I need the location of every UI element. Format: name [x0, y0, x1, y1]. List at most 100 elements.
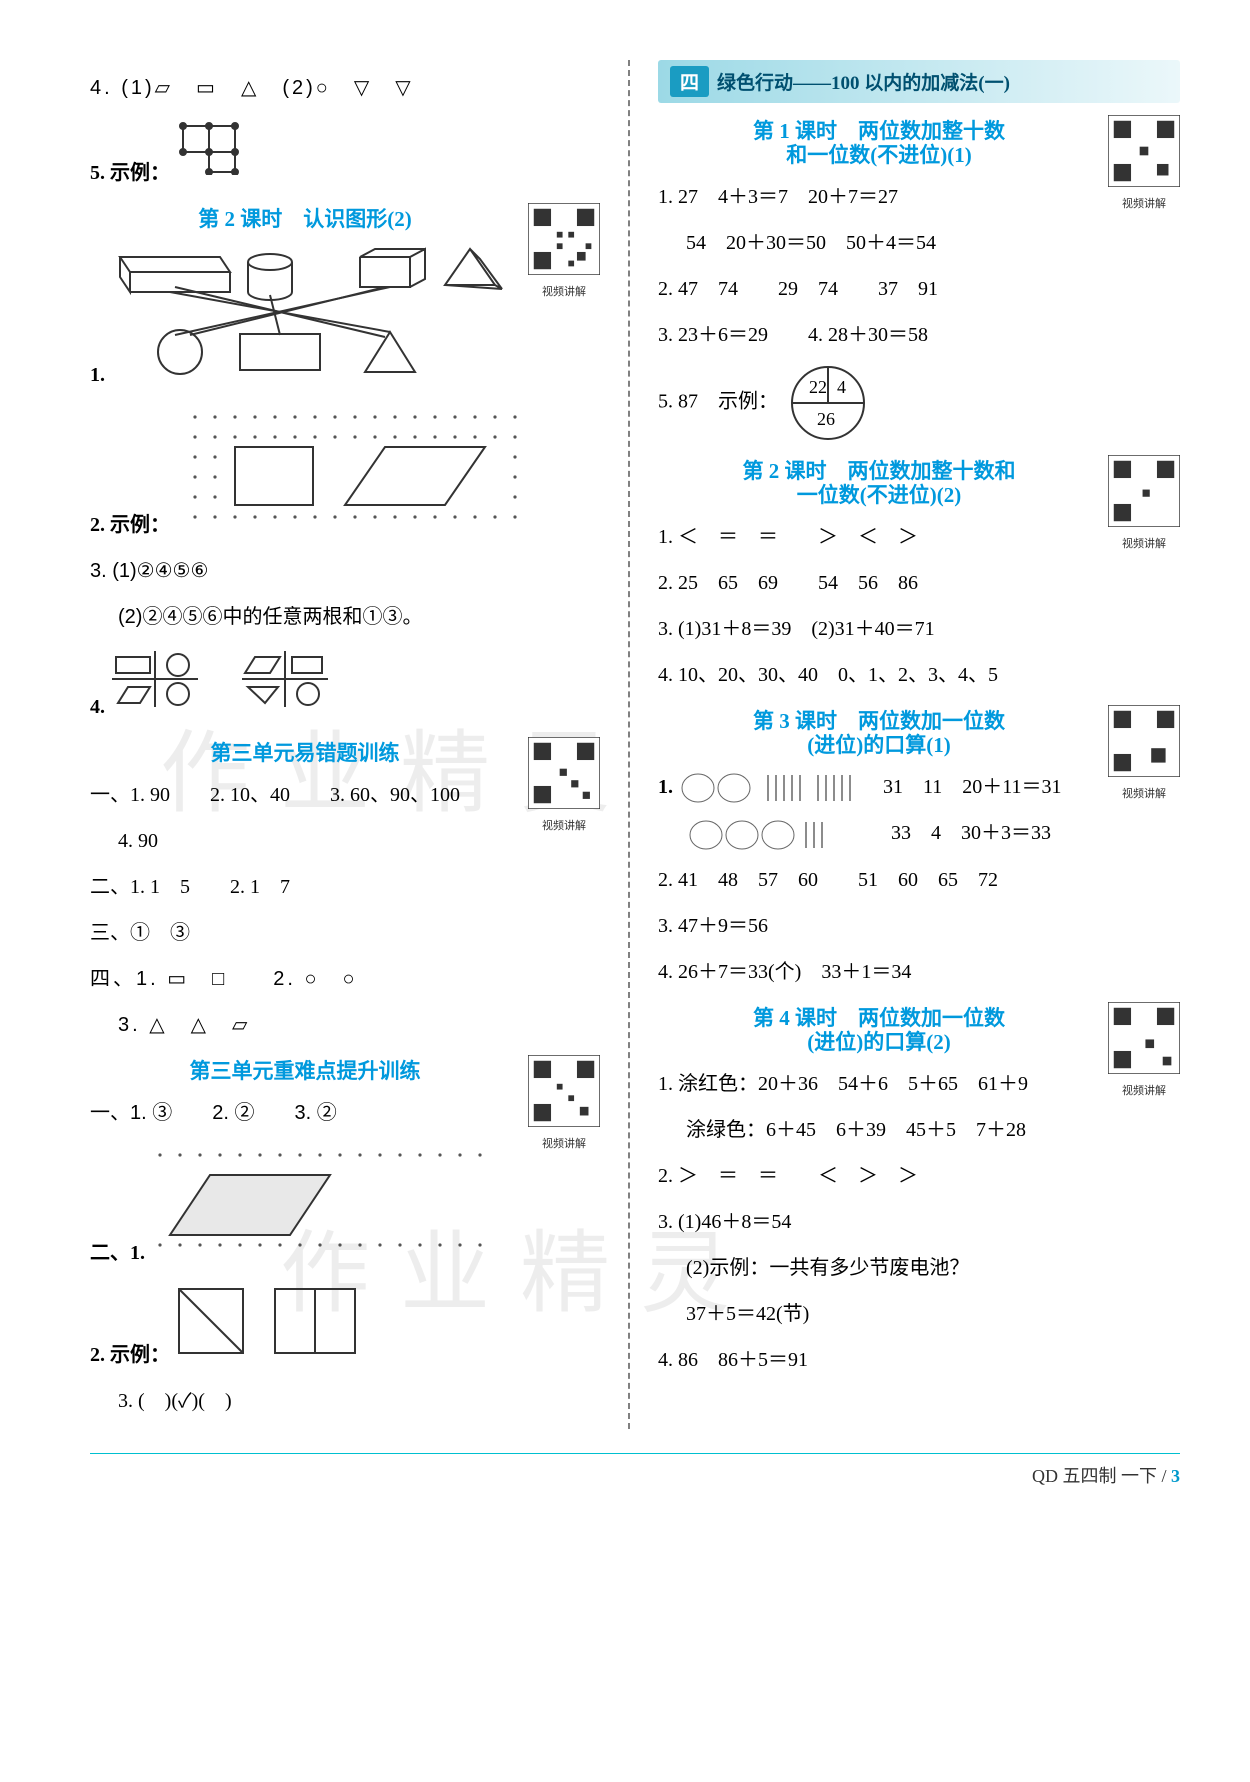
heading-left-1: 第 2 课时 认识图形(2) [90, 203, 530, 233]
q3b: (2)②④⑤⑥中的任意两根和①③。 [90, 599, 600, 635]
heading-3-row: 视频讲解 第三单元易错题训练 [90, 737, 600, 767]
footer-text: QD 五四制 一下 / [1032, 1466, 1167, 1486]
r5-row: 5. 87 示例： 22 4 26 [658, 363, 1180, 443]
footer-page: 3 [1171, 1466, 1180, 1486]
q5-example: 5. 示例： [90, 116, 600, 191]
q2-label: 2. 示例： [90, 514, 170, 536]
c1b: 33 4 30＋3＝33 [658, 815, 1180, 851]
heading-2-row: 视频讲解 第 2 课时 认识图形(2) [90, 203, 600, 233]
heading-r1b: 和一位数(不进位)(1) [658, 139, 1110, 169]
p4: 4. 10、20、30、40 0、1、2、3、4、5 [658, 657, 1180, 693]
r3: 3. 23＋6＝29 4. 28＋30＝58 [658, 317, 1180, 353]
qr-label-r1: 视频讲解 [1108, 195, 1180, 211]
s2: 二、1. 1 5 2. 1 7 [90, 869, 600, 905]
t2b-shapes [175, 1285, 365, 1357]
heading-4-row: 视频讲解 第三单元重难点提升训练 [90, 1055, 600, 1085]
t2-row: 二、1. [90, 1141, 600, 1271]
qr-label-2: 视频讲解 [528, 817, 600, 833]
r-head-1: 视频讲解 第 1 课时 两位数加整十数 和一位数(不进位)(1) [658, 115, 1180, 169]
t2-dotgrid [150, 1145, 490, 1255]
qr-label-r3: 视频讲解 [1108, 785, 1180, 801]
qr-3: 视频讲解 [528, 1055, 600, 1151]
qr-icon [1108, 705, 1180, 777]
beads-2 [686, 818, 866, 852]
r-head-3: 视频讲解 第 3 课时 两位数加一位数 (进位)的口算(1) [658, 705, 1180, 759]
c1a-text: 31 11 20＋11＝31 [863, 776, 1062, 798]
r1a: 1. 27 4＋3＝7 20＋7＝27 [658, 179, 1180, 215]
left-column: 4. (1)▱ ▭ △ (2)○ ▽ ▽ 5. 示例： 视频讲解 [90, 60, 600, 1429]
qr-icon [528, 203, 600, 275]
qr-icon [528, 1055, 600, 1127]
t2b-row: 2. 示例： [90, 1281, 600, 1373]
r-head-4: 视频讲解 第 4 课时 两位数加一位数 (进位)的口算(2) [658, 1002, 1180, 1056]
heading-r4b: (进位)的口算(2) [658, 1026, 1110, 1056]
chapter-bar: 四绿色行动——100 以内的加减法(一) [658, 60, 1180, 103]
column-divider [628, 60, 630, 1429]
t2-label: 二、1. [90, 1242, 145, 1264]
p1: 1. ＜ ＝ ＝ ＞ ＜ ＞ [658, 519, 1180, 555]
q3a: 3. (1)②④⑤⑥ [90, 553, 600, 589]
qr-2: 视频讲解 [528, 737, 600, 833]
pie-c: 26 [817, 409, 835, 429]
qr-icon [1108, 1002, 1180, 1074]
q1-label: 1. [90, 364, 105, 386]
r1b: 54 20＋30＝50 50＋4＝54 [658, 225, 1180, 261]
qr-r4: 视频讲解 [1108, 1002, 1180, 1098]
s4a: 四、1. ▭ □ 2. ○ ○ [90, 961, 600, 997]
qr-icon [1108, 455, 1180, 527]
s4b: 3. △ △ ▱ [90, 1007, 600, 1043]
pie-diagram: 22 4 26 [783, 363, 873, 443]
c4: 4. 26＋7＝33(个) 33＋1＝34 [658, 954, 1180, 990]
q5-figure [175, 120, 285, 175]
c1a: 1. 31 11 20＋11＝31 [658, 769, 1180, 805]
qr-label-1: 视频讲解 [528, 283, 600, 299]
q1-row: 1. [90, 243, 600, 393]
s1b: 4. 90 [90, 823, 600, 859]
chapter-num: 四 [670, 66, 709, 97]
heading-left-3: 第三单元重难点提升训练 [90, 1055, 530, 1085]
p3: 3. (1)31＋8＝39 (2)31＋40＝71 [658, 611, 1180, 647]
page-footer: QD 五四制 一下 / 3 [90, 1453, 1180, 1488]
right-column: 四绿色行动——100 以内的加减法(一) 视频讲解 第 1 课时 两位数加整十数… [658, 60, 1180, 1429]
qr-r3: 视频讲解 [1108, 705, 1180, 801]
r2: 2. 47 74 29 74 37 91 [658, 271, 1180, 307]
r-head-2: 视频讲解 第 2 课时 两位数加整十数和 一位数(不进位)(2) [658, 455, 1180, 509]
qr-label-3: 视频讲解 [528, 1135, 600, 1151]
d3b: (2)示例：一共有多少节废电池？ [658, 1250, 1180, 1286]
q2-dotgrid [175, 407, 535, 527]
s1: 一、1. 90 2. 10、40 3. 60、90、100 [90, 777, 600, 813]
qr-label-r4: 视频讲解 [1108, 1082, 1180, 1098]
pie-a: 22 [809, 377, 827, 397]
qr-1: 视频讲解 [528, 203, 600, 299]
q5-label: 5. 示例： [90, 162, 170, 184]
qr-r1: 视频讲解 [1108, 115, 1180, 211]
q1-shapes [110, 247, 510, 377]
c1b-text: 33 4 30＋3＝33 [871, 822, 1051, 844]
d2: 2. ＞ ＝ ＝ ＜ ＞ ＞ [658, 1158, 1180, 1194]
heading-left-2: 第三单元易错题训练 [90, 737, 530, 767]
t1: 一、1. ③ 2. ② 3. ② [90, 1095, 600, 1131]
t2b-label: 2. 示例： [90, 1344, 170, 1366]
t3: 3. ( )(✓)( ) [90, 1383, 600, 1419]
q2-row: 2. 示例： [90, 403, 600, 543]
q4-row: 4. [90, 645, 600, 725]
d1b: 涂绿色：6＋45 6＋39 45＋5 7＋28 [658, 1112, 1180, 1148]
q4-shapes [110, 649, 370, 709]
q4-shapes: 4. (1)▱ ▭ △ (2)○ ▽ ▽ [90, 70, 600, 106]
chapter-title: 绿色行动——100 以内的加减法(一) [717, 73, 1010, 94]
p2: 2. 25 65 69 54 56 86 [658, 565, 1180, 601]
qr-r2: 视频讲解 [1108, 455, 1180, 551]
s3: 三、① ③ [90, 915, 600, 951]
page-columns: 4. (1)▱ ▭ △ (2)○ ▽ ▽ 5. 示例： 视频讲解 [90, 60, 1180, 1429]
qr-icon [528, 737, 600, 809]
c3: 3. 47＋9＝56 [658, 908, 1180, 944]
r5-label: 5. 87 示例： [658, 391, 778, 413]
heading-r2b: 一位数(不进位)(2) [658, 479, 1110, 509]
d4: 4. 86 86＋5＝91 [658, 1342, 1180, 1378]
d3a: 3. (1)46＋8＝54 [658, 1204, 1180, 1240]
c2: 2. 41 48 57 60 51 60 65 72 [658, 862, 1180, 898]
beads-1 [678, 771, 858, 805]
qr-label-r2: 视频讲解 [1108, 535, 1180, 551]
d3c: 37＋5＝42(节) [658, 1296, 1180, 1332]
pie-b: 4 [837, 377, 846, 397]
